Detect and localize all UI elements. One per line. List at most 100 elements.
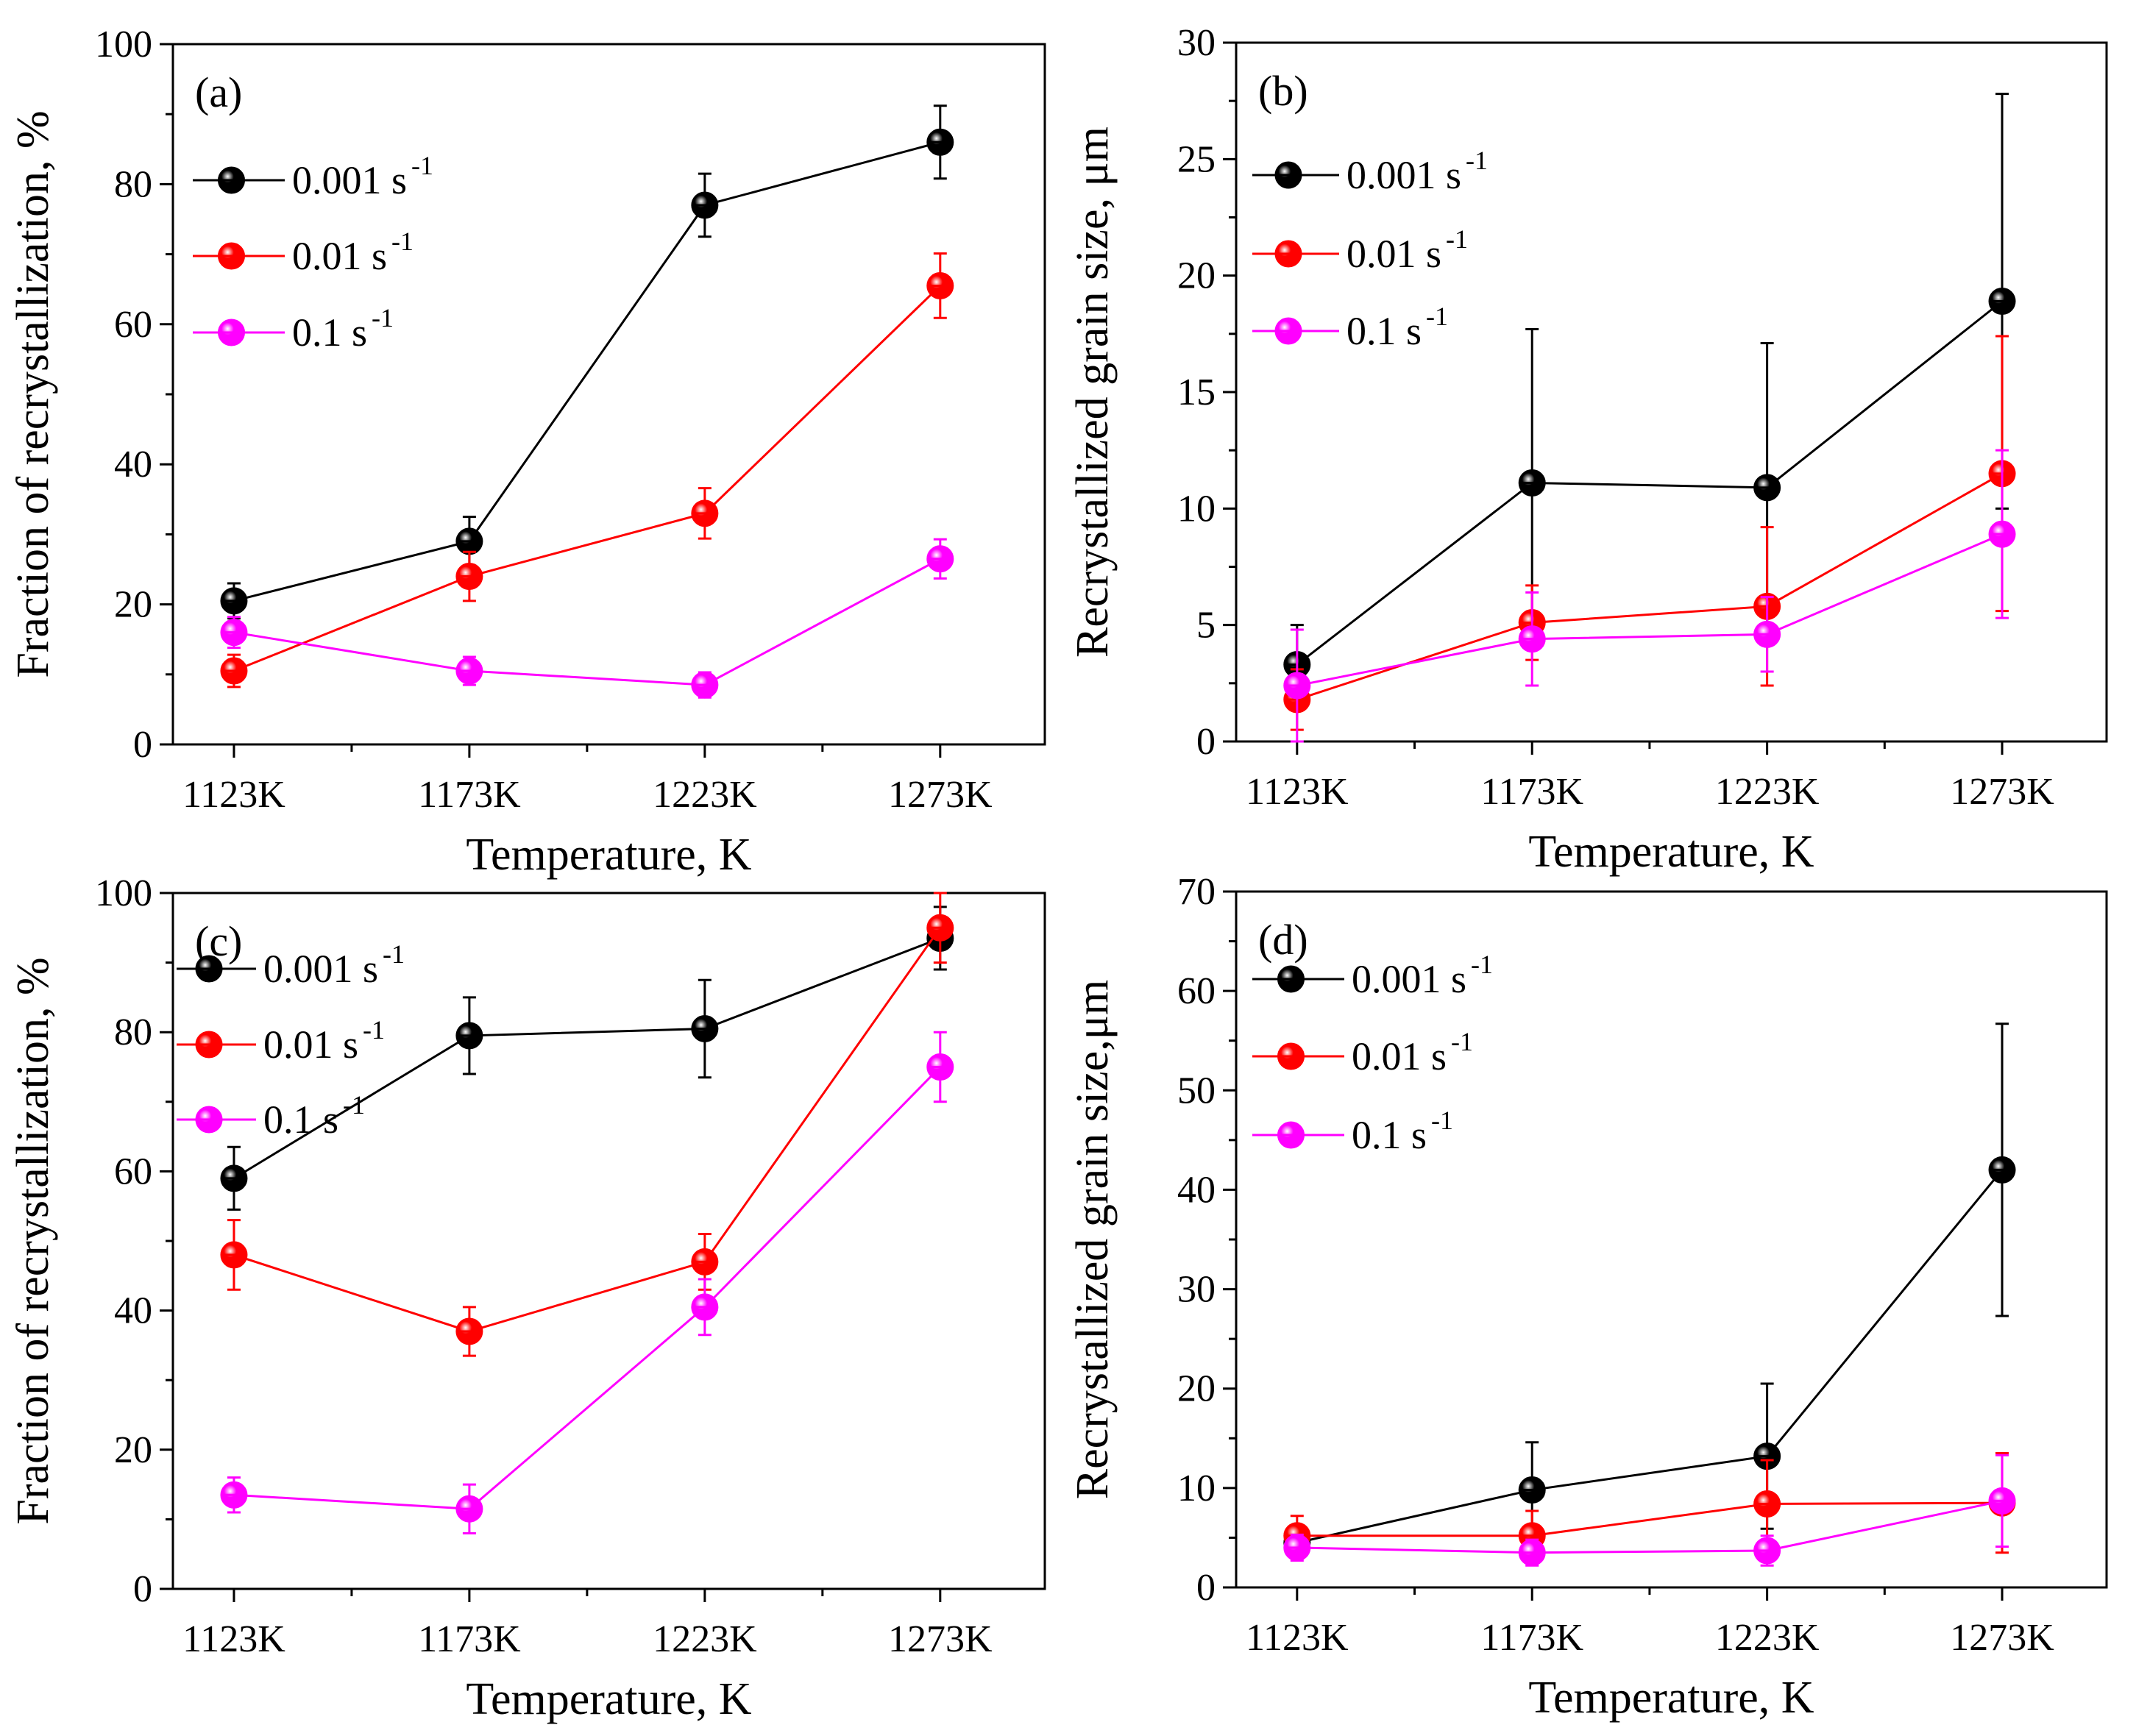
y-tick-label: 25 <box>1177 138 1216 180</box>
legend-marker <box>1274 317 1302 345</box>
data-point <box>455 657 483 685</box>
legend-entry-2: 0.1 s -1 <box>193 303 394 355</box>
data-point <box>455 1317 483 1345</box>
y-tick-label: 10 <box>1177 1468 1216 1509</box>
y-axis-title: Recrystallized grain size, μm <box>1068 127 1118 658</box>
series-2 <box>220 538 954 699</box>
legend-entry-0: 0.001 s -1 <box>1252 950 1493 1001</box>
y-tick-label: 0 <box>1196 721 1216 763</box>
data-point <box>455 1495 483 1523</box>
y-axis-title: Fraction of recrystallization, % <box>8 110 58 677</box>
y-tick-label: 40 <box>114 1290 152 1332</box>
series-0 <box>1283 1022 2016 1559</box>
data-point <box>455 563 483 591</box>
legend-entry-0: 0.001 s -1 <box>1252 146 1488 197</box>
series-line <box>1296 472 2003 701</box>
chart-panel-b: 0 5 10 15 20 25 30 1123K 1173K 1223K 1273K Temperat… <box>1068 22 2108 877</box>
data-point <box>220 587 248 615</box>
data-point <box>1518 1539 1546 1567</box>
legend-marker <box>1277 1121 1305 1149</box>
y-tick-label: 60 <box>114 304 152 346</box>
data-point <box>926 128 954 156</box>
data-point <box>691 1293 719 1321</box>
data-point <box>926 1053 954 1081</box>
y-tick-label: 10 <box>1177 488 1216 530</box>
y-tick-label: 0 <box>133 1568 152 1610</box>
x-tick-label: 1173K <box>418 1618 521 1660</box>
y-tick-label: 30 <box>1177 1269 1216 1311</box>
legend-entry-1: 0.01 s -1 <box>177 1015 385 1067</box>
x-axis-title: Temperature, K <box>1528 1673 1814 1723</box>
legend-entry-0: 0.001 s -1 <box>193 151 433 202</box>
series-line <box>233 285 941 672</box>
data-point <box>220 1481 248 1509</box>
y-tick-label: 100 <box>95 872 152 914</box>
legend-label: 0.001 s -1 <box>292 151 433 202</box>
y-tick-label: 40 <box>114 444 152 485</box>
series-line <box>1296 533 2003 687</box>
data-point <box>1988 1487 2016 1515</box>
legend-label: 0.01 s -1 <box>1352 1027 1473 1078</box>
data-point <box>220 1241 248 1269</box>
data-point <box>1518 469 1546 497</box>
data-point <box>691 1248 719 1276</box>
legend-label: 0.1 s -1 <box>292 303 394 355</box>
y-tick-label: 20 <box>114 584 152 626</box>
series-line <box>1296 300 2003 666</box>
data-point <box>455 1022 483 1050</box>
data-point <box>1753 474 1781 502</box>
legend-label: 0.001 s -1 <box>263 939 405 991</box>
y-tick-label: 0 <box>133 724 152 766</box>
legend-marker <box>218 166 245 194</box>
legend-marker <box>195 1106 223 1134</box>
legend-entry-1: 0.01 s -1 <box>1252 1027 1473 1078</box>
legend-entry-2: 0.1 s -1 <box>177 1090 365 1142</box>
y-tick-label: 80 <box>114 163 152 205</box>
series-1 <box>220 252 954 689</box>
data-point <box>1988 520 2016 548</box>
y-tick-label: 20 <box>114 1429 152 1471</box>
legend-label: 0.01 s -1 <box>263 1015 385 1067</box>
series-line <box>233 140 941 602</box>
legend-label: 0.001 s -1 <box>1346 146 1488 197</box>
legend-entry-1: 0.01 s -1 <box>1252 224 1468 276</box>
legend-marker <box>195 955 223 983</box>
panel-label: (a) <box>195 68 242 116</box>
legend-label: 0.01 s -1 <box>1346 224 1468 276</box>
legend-marker <box>218 242 245 270</box>
legend-entry-2: 0.1 s -1 <box>1252 1106 1453 1157</box>
data-point <box>926 914 954 942</box>
series-1 <box>1283 335 2016 731</box>
data-point <box>691 499 719 527</box>
y-tick-label: 15 <box>1177 371 1216 413</box>
legend-entry-1: 0.01 s -1 <box>193 227 414 278</box>
legend-marker <box>1277 1042 1305 1070</box>
x-tick-label: 1223K <box>653 774 757 816</box>
y-tick-label: 30 <box>1177 22 1216 64</box>
y-tick-label: 50 <box>1177 1070 1216 1111</box>
series-2 <box>220 1031 954 1534</box>
data-point <box>1988 1156 2016 1184</box>
data-point <box>1518 625 1546 653</box>
x-tick-label: 1273K <box>1950 1617 2054 1659</box>
data-point <box>691 1014 719 1042</box>
series-line <box>233 927 942 1333</box>
legend-entry-2: 0.1 s -1 <box>1252 302 1448 353</box>
legend-label: 0.1 s -1 <box>1346 302 1448 353</box>
x-tick-label: 1273K <box>888 774 993 816</box>
y-tick-label: 60 <box>1177 970 1216 1012</box>
data-point <box>691 191 719 219</box>
x-tick-label: 1223K <box>1715 771 1820 813</box>
y-axis-title: Fraction of recrystallization, % <box>8 957 58 1524</box>
x-tick-label: 1273K <box>1950 771 2054 813</box>
panel-label: (b) <box>1258 67 1308 115</box>
series-line <box>233 1066 941 1510</box>
y-tick-label: 0 <box>1196 1567 1216 1609</box>
series-2 <box>1283 449 2016 743</box>
series-1 <box>220 892 954 1357</box>
data-point <box>1753 1537 1781 1565</box>
series-line <box>233 558 941 686</box>
plot-frame <box>171 892 1046 1590</box>
y-axis-title: Recrystallized grain size,μm <box>1068 980 1118 1499</box>
series-line <box>1296 1499 2003 1554</box>
